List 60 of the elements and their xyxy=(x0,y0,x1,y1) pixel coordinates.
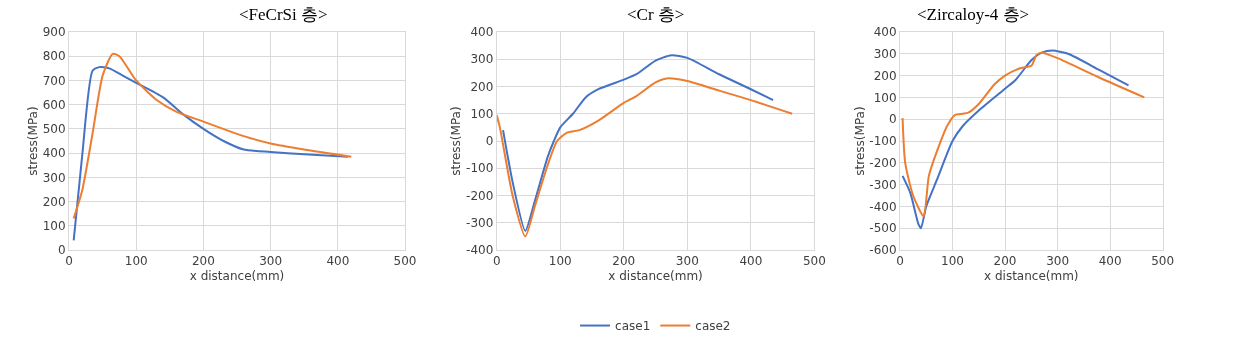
y-tick-label: 0 xyxy=(57,243,66,258)
y-tick-label: 300 xyxy=(873,47,897,61)
x-tick-label: 400 xyxy=(326,254,350,269)
y-tick-label: 500 xyxy=(42,122,66,137)
x-tick-label: 300 xyxy=(259,254,283,269)
x-tick-label: 500 xyxy=(802,254,826,269)
y-tick-label: 0 xyxy=(485,134,494,149)
y-tick-label: -200 xyxy=(466,188,494,203)
x-tick-label: 300 xyxy=(675,254,699,269)
x-axis-title: x distance(mm) xyxy=(608,269,703,284)
x-tick-label: 500 xyxy=(393,254,417,269)
y-tick-label: -300 xyxy=(466,215,494,230)
y-tick-label: 200 xyxy=(470,79,494,94)
x-tick-label: 200 xyxy=(993,254,1017,269)
line-series xyxy=(72,52,353,220)
chart-title: <Cr 층> xyxy=(627,5,685,24)
y-tick-label: -100 xyxy=(869,134,897,149)
y-axis-title: stress(MPa) xyxy=(852,106,867,176)
y-tick-label: 100 xyxy=(873,90,897,105)
y-tick-label: -400 xyxy=(869,199,897,214)
y-tick-label: 300 xyxy=(42,170,66,185)
y-tick-label: 700 xyxy=(42,73,66,88)
legend-label: case1 xyxy=(615,319,651,334)
x-tick-label: 200 xyxy=(612,254,636,269)
y-tick-label: -200 xyxy=(869,156,897,170)
y-tick-label: -500 xyxy=(869,221,897,236)
x-tick-label: 400 xyxy=(739,254,763,269)
y-tick-label: 200 xyxy=(873,68,897,83)
y-tick-label: 300 xyxy=(470,52,494,67)
x-tick-label: 200 xyxy=(191,254,215,269)
x-axis-title: x distance(mm) xyxy=(189,269,285,284)
y-tick-label: 400 xyxy=(873,25,897,40)
y-tick-label: 400 xyxy=(42,146,66,161)
y-tick-label: 400 xyxy=(470,25,494,40)
y-tick-label: -300 xyxy=(869,177,897,192)
y-axis-title: stress(MPa) xyxy=(449,106,464,176)
y-tick-label: 800 xyxy=(42,49,66,64)
y-axis-title: stress(MPa) xyxy=(25,106,40,176)
x-tick-label: 100 xyxy=(124,254,148,269)
y-tick-label: 100 xyxy=(42,218,66,233)
x-tick-label: 100 xyxy=(548,254,572,269)
line-series xyxy=(496,77,794,238)
y-tick-label: 100 xyxy=(470,106,494,121)
x-tick-label: 400 xyxy=(1098,254,1122,269)
chart-title: <FeCrSi 층> xyxy=(239,5,328,24)
y-tick-label: 900 xyxy=(42,25,66,40)
y-tick-label: -100 xyxy=(466,161,494,176)
y-tick-label: -400 xyxy=(466,243,494,258)
x-tick-label: 100 xyxy=(941,254,964,269)
chart-title: <Zircaloy-4 층> xyxy=(917,5,1030,24)
line-series xyxy=(502,54,775,232)
y-tick-label: 200 xyxy=(42,194,66,209)
line-series xyxy=(72,66,349,242)
x-axis-title: x distance(mm) xyxy=(984,269,1079,284)
x-tick-label: 500 xyxy=(1151,254,1175,269)
y-tick-label: 0 xyxy=(888,112,897,127)
x-tick-label: 300 xyxy=(1046,254,1070,269)
y-tick-label: -600 xyxy=(869,243,897,258)
legend-label: case2 xyxy=(695,319,731,334)
y-tick-label: 600 xyxy=(42,97,66,112)
